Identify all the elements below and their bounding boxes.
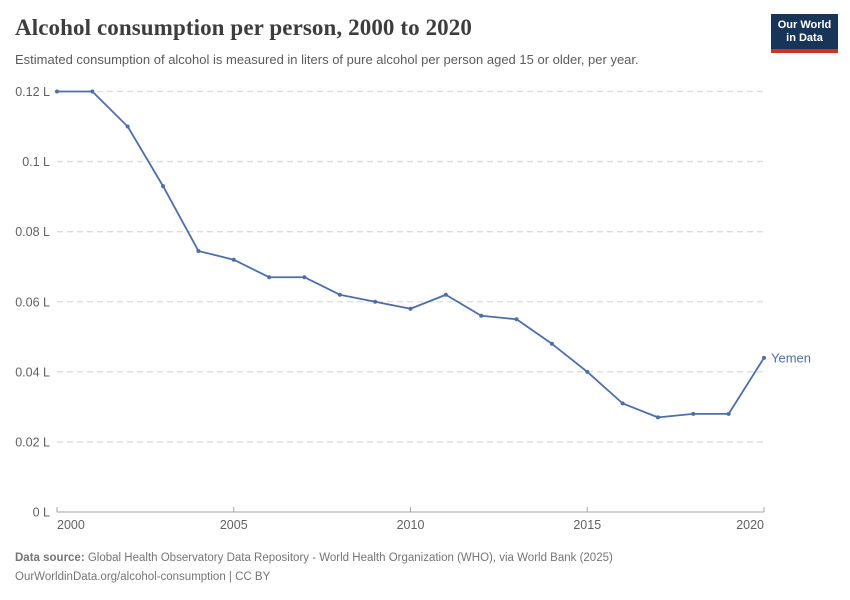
x-tick-label: 2000 [57, 518, 85, 532]
x-tick-label: 2020 [736, 518, 764, 532]
owid-logo-line1: Our World [777, 19, 832, 31]
data-point [479, 313, 484, 318]
x-tick-label: 2010 [397, 518, 425, 532]
data-point [373, 299, 378, 304]
source-label: Data source: [15, 552, 85, 564]
data-point [514, 317, 519, 322]
y-tick-label: 0.1 L [22, 155, 50, 169]
data-point [267, 275, 272, 280]
data-point [337, 292, 342, 297]
data-point [620, 401, 625, 406]
x-tick-label: 2015 [573, 518, 601, 532]
y-tick-label: 0.04 L [15, 365, 50, 379]
data-point [302, 275, 307, 280]
y-tick-label: 0 L [33, 506, 50, 520]
chart-title: Alcohol consumption per person, 2000 to … [15, 15, 472, 40]
y-tick-label: 0.02 L [15, 435, 50, 449]
data-point [90, 89, 95, 94]
data-point [691, 411, 696, 416]
data-point [408, 306, 413, 311]
y-tick-label: 0.06 L [15, 295, 50, 309]
source-text: Global Health Observatory Data Repositor… [84, 552, 613, 564]
data-point [55, 89, 59, 94]
footer-source-line: Data source: Global Health Observatory D… [15, 549, 613, 568]
data-point [549, 341, 554, 346]
chart-footer: Data source: Global Health Observatory D… [15, 549, 613, 587]
data-point [125, 124, 130, 129]
y-tick-label: 0.12 L [15, 85, 50, 99]
y-tick-label: 0.08 L [15, 225, 50, 239]
entity-label-yemen: Yemen [771, 350, 811, 365]
data-point [585, 369, 590, 374]
data-point [161, 184, 166, 189]
footer-citation-link[interactable]: OurWorldinData.org/alcohol-consumption |… [15, 571, 271, 583]
data-point [655, 415, 660, 420]
data-point [231, 257, 236, 262]
data-point [443, 292, 448, 297]
data-point [726, 411, 731, 416]
data-point [762, 355, 766, 360]
x-tick-label: 2005 [220, 518, 248, 532]
owid-logo-line2: in Data [786, 32, 823, 44]
chart-subtitle: Estimated consumption of alcohol is meas… [15, 52, 639, 67]
data-line-yemen [56, 90, 765, 419]
owid-logo[interactable]: Our World in Data [771, 14, 838, 53]
data-point [196, 248, 201, 253]
